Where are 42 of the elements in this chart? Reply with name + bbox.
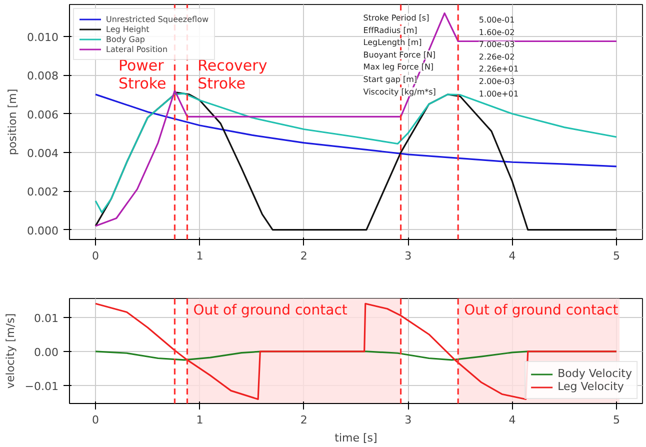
text: Start gap [m] 2.00e-03 — [363, 75, 515, 86]
x-tick-label: 0 — [92, 250, 100, 262]
text: EffRadius [m] 1.60e-02 — [363, 26, 515, 37]
x-tick-label: 5 — [612, 250, 620, 262]
text: LegLength [m] 7.00e-03 — [363, 38, 515, 50]
y-tick-label: 0.01 — [34, 312, 59, 325]
x-tick-label: 2 — [300, 414, 308, 426]
band-label: Out of ground contact — [193, 302, 348, 318]
legend-label: Body Velocity — [558, 367, 632, 380]
y-tick-label: 0.006 — [27, 108, 59, 122]
x-tick-label: 1 — [196, 414, 204, 426]
legend-label: Leg Velocity — [558, 380, 624, 393]
band-label: Out of ground contact — [464, 302, 619, 318]
x-tick-label: 3 — [404, 414, 412, 426]
text: Stroke Period [s] 5.00e-01 — [363, 14, 515, 24]
legend-label: Unrestricted Squeezeflow — [106, 14, 209, 24]
y-tick-label: 0.008 — [27, 70, 59, 83]
y-tick-label: 0.002 — [27, 186, 59, 199]
y-tick-label: −0.01 — [24, 380, 59, 394]
x-tick-label: 1 — [196, 250, 204, 262]
x-tick-label: 2 — [300, 250, 308, 262]
legend-label: Leg Height — [106, 24, 150, 34]
x-tick-label: 3 — [404, 250, 412, 262]
text: Viscocity [kg/m*s] 1.00e+01 — [363, 87, 519, 98]
text: Buoyant Force [N] 2.26e-02 — [363, 50, 515, 62]
y-axis-title: velocity [m/s] — [4, 313, 17, 389]
x-tick-label: 0 — [92, 414, 100, 426]
annotation: Power Stroke — [118, 56, 166, 92]
y-tick-label: 0.000 — [27, 224, 59, 238]
annotation: Recovery Stroke — [198, 56, 268, 92]
x-tick-label: 4 — [508, 414, 516, 426]
x-tick-label: 4 — [508, 250, 516, 262]
legend-label: Body Gap — [106, 34, 145, 44]
text: Max leg Force [N] 2.26e+01 — [363, 62, 519, 74]
y-tick-label: 0.004 — [27, 146, 59, 160]
x-axis-title: time [s] — [334, 432, 378, 444]
y-tick-label: 0.00 — [34, 346, 59, 359]
y-axis-title: position [m] — [6, 88, 20, 156]
y-tick-label: 0.010 — [27, 30, 59, 44]
legend-label: Lateral Position — [106, 44, 168, 54]
x-tick-label: 5 — [612, 414, 620, 426]
line-series — [94, 12, 618, 227]
